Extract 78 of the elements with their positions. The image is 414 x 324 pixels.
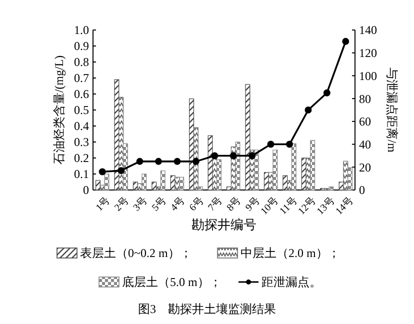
y-tick-label: 0 xyxy=(83,183,89,198)
x-tick-label: 8号 xyxy=(225,195,244,214)
y2-tick-label: 100 xyxy=(359,68,377,83)
y2-tick-label: 120 xyxy=(359,46,377,60)
y2-axis-title: 与泄漏点距离/m xyxy=(385,68,399,153)
bar xyxy=(156,186,161,190)
x-tick-label: 7号 xyxy=(206,195,225,214)
bar xyxy=(174,176,180,190)
legend-label: 中层土（2.0 m）； xyxy=(240,246,340,260)
point xyxy=(267,140,274,148)
text: 图3 勘探井土壤监测结果 xyxy=(138,302,276,316)
bar xyxy=(291,143,296,190)
bar xyxy=(189,98,194,190)
bar xyxy=(216,159,222,190)
y2-tick-label: 60 xyxy=(359,114,371,129)
point xyxy=(174,158,181,165)
y-axis-title: 石油烃类含量/(mg/L) xyxy=(52,55,66,165)
point xyxy=(118,167,125,174)
y-tick-label: 0.9 xyxy=(74,39,89,54)
bar xyxy=(282,175,288,190)
y-tick-label: 0.2 xyxy=(74,151,89,166)
bar xyxy=(245,84,250,190)
bar xyxy=(287,180,292,190)
bar xyxy=(254,150,259,190)
x-tick-label: 5号 xyxy=(150,195,169,214)
point xyxy=(98,168,106,176)
x-tick-label: 6号 xyxy=(188,195,206,214)
y2-tick-label: 140 xyxy=(359,23,377,38)
x-tick-label: 3号 xyxy=(131,195,150,214)
legend-label: 底层土（5.0 m）； xyxy=(122,275,222,290)
y-tick-label: 0.1 xyxy=(74,167,89,182)
point xyxy=(304,106,312,114)
point xyxy=(192,158,200,165)
y-tick-label: 0.6 xyxy=(74,87,89,102)
point xyxy=(211,152,218,160)
point xyxy=(136,158,144,165)
point xyxy=(155,158,162,165)
y-tick-label: 0.7 xyxy=(74,71,89,86)
x-tick-label: 4号 xyxy=(168,195,188,214)
bar xyxy=(142,174,147,190)
point xyxy=(323,89,330,96)
bar xyxy=(122,143,128,190)
bar xyxy=(272,150,278,190)
legend-label: 表层土（0~0.2 m）； xyxy=(80,246,192,260)
x-axis-title: 勘探井编号 xyxy=(192,217,256,232)
bar xyxy=(118,96,124,190)
bar xyxy=(104,174,110,190)
bar xyxy=(132,182,138,190)
bar xyxy=(343,160,348,190)
bar xyxy=(152,182,157,190)
y-tick-label: 0.5 xyxy=(74,103,89,118)
bar xyxy=(306,158,311,190)
point xyxy=(342,38,350,45)
y2-tick-label: 20 xyxy=(359,160,371,174)
x-tick-label: 1号 xyxy=(94,195,112,214)
bar xyxy=(114,79,120,190)
bar xyxy=(310,140,316,190)
point xyxy=(230,152,237,160)
y-tick-label: 0.3 xyxy=(74,135,89,150)
y-tick-label: 0.8 xyxy=(74,55,89,70)
bar xyxy=(348,167,352,190)
y-tick-label: 1.0 xyxy=(74,23,89,38)
y2-tick-label: 0 xyxy=(359,183,365,198)
point xyxy=(248,152,256,160)
x-tick-label: 2号 xyxy=(112,195,132,214)
y2-tick-label: 80 xyxy=(359,92,371,106)
bar xyxy=(96,180,100,190)
point xyxy=(286,140,293,148)
bar xyxy=(264,172,269,190)
bar xyxy=(179,176,184,190)
bar xyxy=(328,186,334,190)
bar xyxy=(160,170,166,190)
y2-tick-label: 40 xyxy=(359,137,371,152)
bar xyxy=(198,186,203,190)
bar xyxy=(226,186,232,190)
legend-label: 距泄漏点。 xyxy=(262,275,322,290)
y-tick-label: 0.4 xyxy=(74,119,89,134)
bar xyxy=(235,142,240,190)
